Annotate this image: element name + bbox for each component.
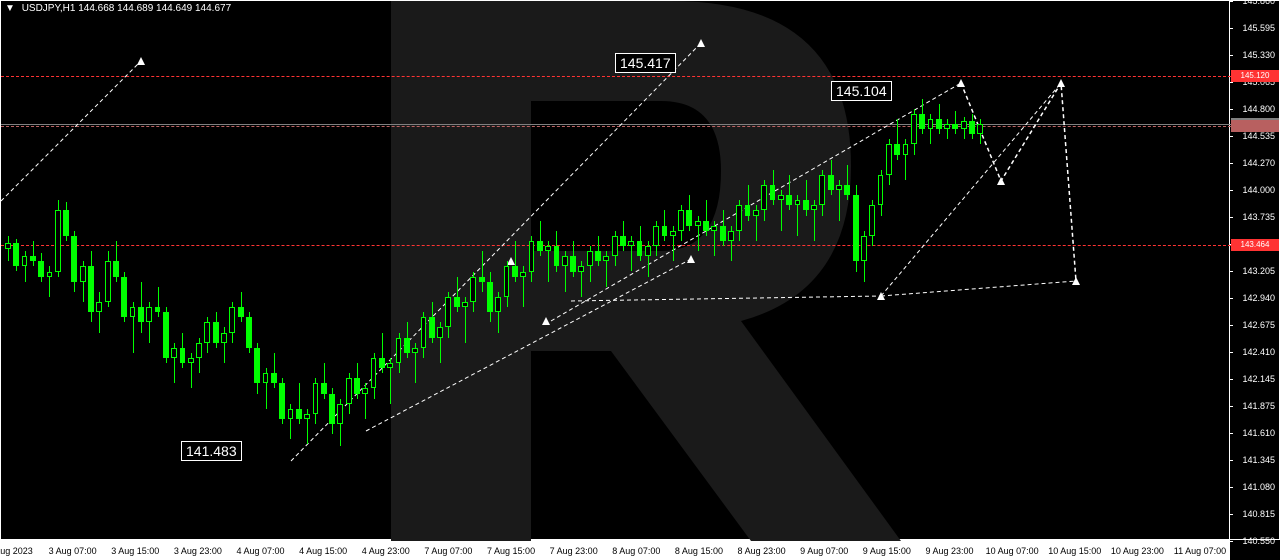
x-tick-label: 9 Aug 15:00 xyxy=(863,546,911,556)
x-tick-label: 10 Aug 07:00 xyxy=(986,546,1039,556)
x-tick-label: 4 Aug 07:00 xyxy=(236,546,284,556)
price-annotation: 145.104 xyxy=(831,81,892,101)
y-tick-label: 143.205 xyxy=(1242,266,1275,276)
x-tick-label: 7 Aug 07:00 xyxy=(424,546,472,556)
chart-area[interactable]: ▼ USDJPY,H1 144.668 144.689 144.649 144.… xyxy=(0,0,1230,540)
title-bar: ▼ USDJPY,H1 144.668 144.689 144.649 144.… xyxy=(5,3,231,14)
y-tick-label: 145.330 xyxy=(1242,50,1275,60)
x-axis: 2 Aug 2023 3 Aug 07:00 3 Aug 15:00 3 Aug 23… xyxy=(0,540,1230,560)
x-tick-label: 10 Aug 23:00 xyxy=(1111,546,1164,556)
x-tick-label: 2 Aug 2023 xyxy=(0,546,33,556)
y-tick-label: 143.735 xyxy=(1242,212,1275,222)
x-tick-label: 9 Aug 07:00 xyxy=(800,546,848,556)
x-tick-label: 3 Aug 23:00 xyxy=(174,546,222,556)
price-tag xyxy=(1231,120,1279,132)
dropdown-arrow-icon[interactable]: ▼ xyxy=(5,3,15,14)
watermark-r xyxy=(371,1,901,541)
y-tick-label: 145.860 xyxy=(1242,0,1275,6)
y-tick-label: 144.535 xyxy=(1242,131,1275,141)
x-tick-label: 7 Aug 15:00 xyxy=(487,546,535,556)
y-tick-label: 140.815 xyxy=(1242,509,1275,519)
horizontal-price-line xyxy=(1,126,1231,127)
y-tick-label: 141.875 xyxy=(1242,401,1275,411)
x-tick-label: 8 Aug 23:00 xyxy=(738,546,786,556)
symbol-label: USDJPY,H1 xyxy=(22,3,76,14)
x-tick-label: 4 Aug 15:00 xyxy=(299,546,347,556)
x-tick-label: 7 Aug 23:00 xyxy=(550,546,598,556)
x-tick-label: 3 Aug 07:00 xyxy=(49,546,97,556)
x-tick-label: 11 Aug 07:00 xyxy=(1174,546,1226,556)
y-tick-label: 140.550 xyxy=(1242,536,1275,546)
y-tick-label: 144.270 xyxy=(1242,158,1275,168)
y-tick-label: 142.675 xyxy=(1242,320,1275,330)
y-tick-label: 142.145 xyxy=(1242,374,1275,384)
y-tick-label: 142.410 xyxy=(1242,347,1275,357)
y-tick-label: 144.000 xyxy=(1242,185,1275,195)
y-tick-label: 145.595 xyxy=(1242,23,1275,33)
horizontal-price-line xyxy=(1,76,1231,77)
y-tick-label: 141.080 xyxy=(1242,482,1275,492)
price-annotation: 145.417 xyxy=(615,53,676,73)
y-tick-label: 141.610 xyxy=(1242,428,1275,438)
x-tick-label: 8 Aug 07:00 xyxy=(612,546,660,556)
horizontal-price-line xyxy=(1,124,1231,125)
y-tick-label: 142.940 xyxy=(1242,293,1275,303)
x-tick-label: 10 Aug 15:00 xyxy=(1048,546,1101,556)
x-tick-label: 4 Aug 23:00 xyxy=(362,546,410,556)
y-tick-label: 144.800 xyxy=(1242,104,1275,114)
x-tick-label: 3 Aug 15:00 xyxy=(111,546,159,556)
ohlc-label: 144.668 144.689 144.649 144.677 xyxy=(78,3,231,14)
price-tag: 145.120 xyxy=(1231,70,1279,82)
price-tag: 143.464 xyxy=(1231,239,1279,251)
x-tick-label: 8 Aug 15:00 xyxy=(675,546,723,556)
x-tick-label: 9 Aug 23:00 xyxy=(925,546,973,556)
price-annotation: 141.483 xyxy=(181,441,242,461)
chart-container: ▼ USDJPY,H1 144.668 144.689 144.649 144.… xyxy=(0,0,1280,560)
y-tick-label: 141.345 xyxy=(1242,455,1275,465)
